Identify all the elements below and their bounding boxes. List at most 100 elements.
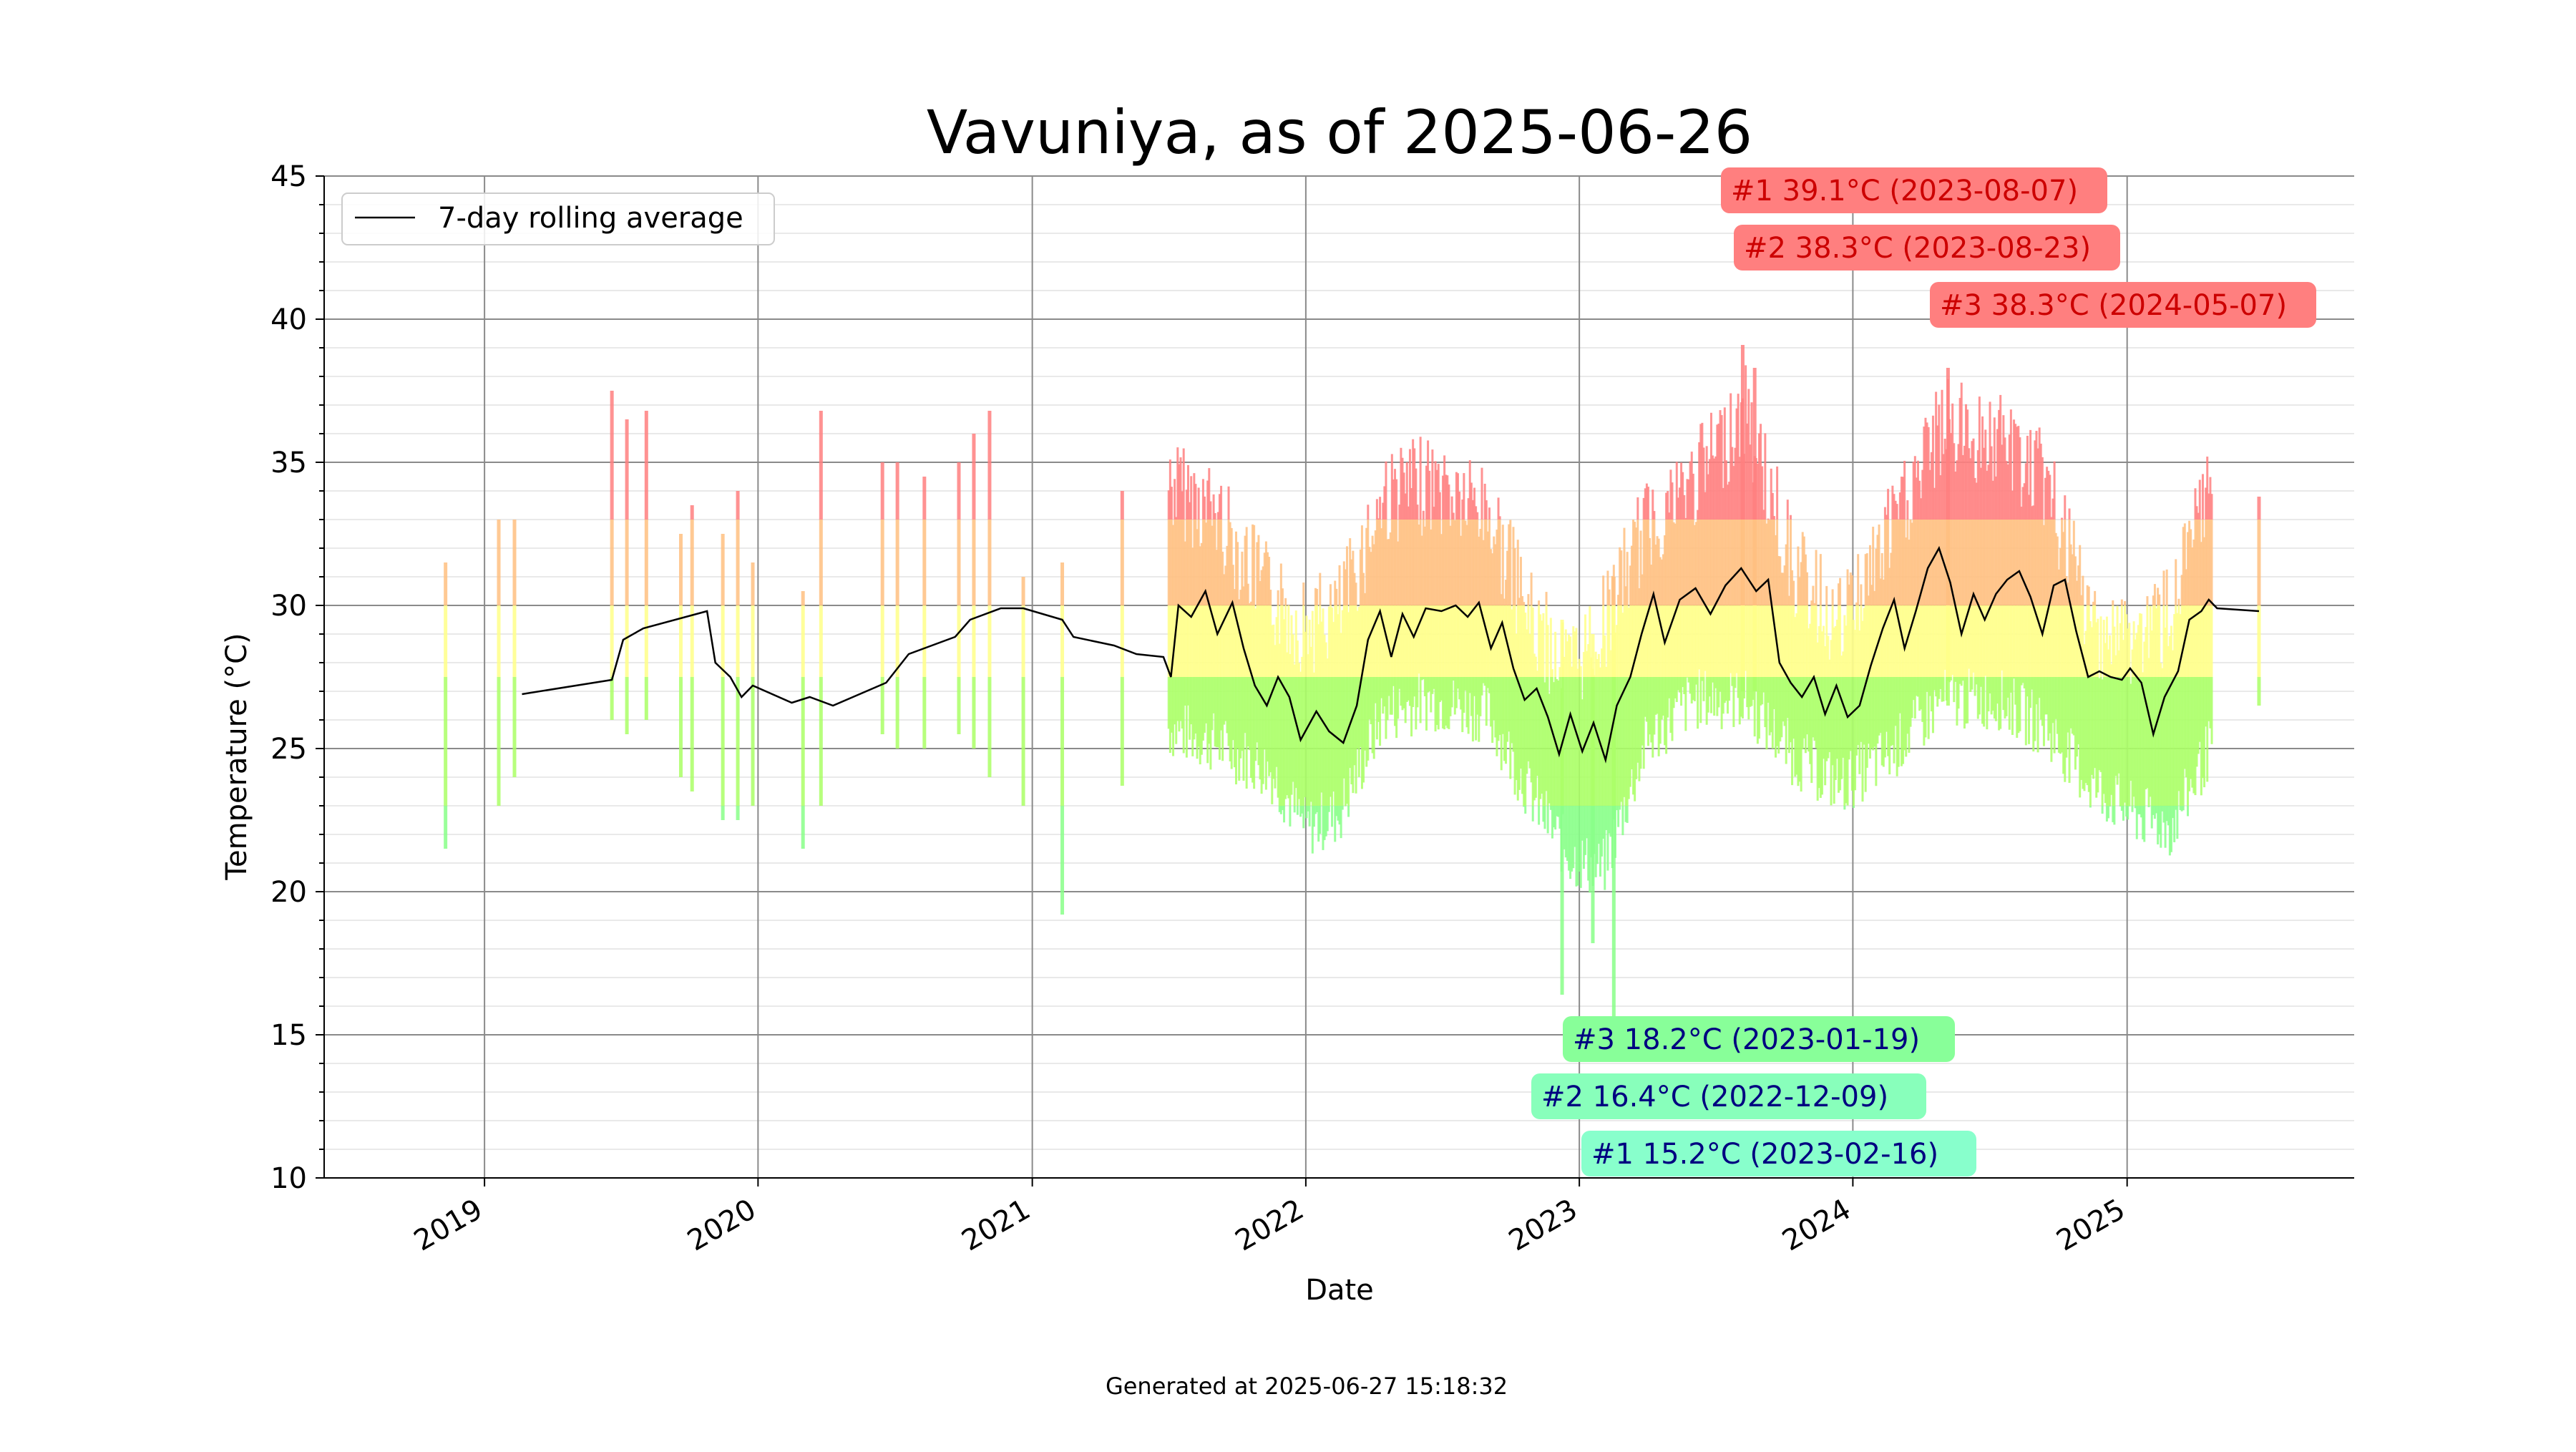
daily-range-bar (1734, 677, 1736, 688)
daily-range-bar (1319, 806, 1321, 834)
chart-title: Vavuniya, as of 2025-06-26 (927, 97, 1752, 167)
daily-range-bar (1476, 512, 1478, 520)
daily-range-bar (2182, 806, 2185, 810)
daily-range-bar (1312, 611, 1314, 677)
daily-range-bar (1776, 467, 1778, 520)
daily-range-bar (1741, 520, 1745, 605)
daily-range-bar (610, 391, 614, 520)
daily-range-bar (625, 419, 629, 520)
daily-range-bar (972, 605, 975, 677)
y-axis-label: Temperature (°C) (220, 633, 253, 880)
daily-range-bar (1319, 573, 1321, 605)
daily-range-bar (1458, 492, 1460, 520)
daily-range-bar (819, 677, 823, 806)
daily-range-bar (1887, 489, 1889, 520)
daily-range-bar (2041, 457, 2044, 520)
daily-range-bar (513, 677, 517, 777)
daily-range-bar (1697, 677, 1699, 729)
daily-range-bar (987, 411, 991, 520)
daily-range-bar (2094, 591, 2096, 605)
min-temperature-annotation: #1 15.2°C (2023-02-16) (1581, 1131, 1976, 1176)
daily-range-bar (957, 520, 961, 605)
daily-range-bar (2187, 806, 2189, 816)
daily-range-bar (1171, 487, 1173, 520)
x-tick-label: 2023 (1503, 1193, 1583, 1258)
daily-range-bar (1198, 487, 1200, 520)
daily-range-bar (2176, 806, 2178, 839)
daily-range-bar (1906, 500, 1908, 520)
daily-range-bar (1367, 505, 1369, 520)
daily-range-bar (625, 677, 629, 734)
daily-range-bar (801, 806, 805, 849)
daily-range-bar (1335, 589, 1337, 605)
daily-range-bar (881, 605, 884, 677)
annotation-text: #3 38.3°C (2024-05-07) (1940, 289, 2287, 322)
daily-range-bar (1253, 525, 1255, 605)
daily-range-bar (2097, 619, 2099, 677)
daily-range-bar (1194, 484, 1196, 520)
daily-range-bar (1728, 677, 1730, 701)
daily-range-bar (1832, 589, 1834, 605)
daily-range-bar (1753, 520, 1757, 605)
daily-range-bar (625, 520, 629, 605)
daily-range-bar (922, 677, 926, 749)
daily-range-bar (1204, 497, 1206, 520)
daily-range-bar (1022, 605, 1025, 677)
daily-range-bar (444, 562, 447, 605)
daily-range-bar (1612, 806, 1616, 1029)
daily-range-bar (1423, 511, 1425, 520)
daily-range-bar (2148, 806, 2150, 807)
daily-range-bar (645, 605, 648, 677)
daily-range-bar (625, 605, 629, 677)
daily-range-bar (1531, 572, 1533, 605)
daily-range-bar (1839, 578, 1841, 605)
daily-range-bar (1699, 677, 1702, 723)
daily-range-bar (736, 520, 740, 605)
daily-range-bar (2257, 520, 2260, 605)
daily-range-bar (1269, 590, 1272, 605)
daily-range-bar (1328, 806, 1330, 812)
daily-range-bar (1302, 806, 1304, 828)
daily-range-bar (1946, 520, 1950, 605)
daily-range-bar (1612, 605, 1616, 677)
daily-range-bar (881, 462, 884, 520)
daily-range-bar (1420, 677, 1422, 723)
daily-range-bar (1812, 586, 1814, 605)
daily-range-bar (2124, 601, 2126, 605)
daily-range-bar (1379, 497, 1381, 520)
daily-range-bar (645, 411, 648, 520)
daily-range-bar (1289, 806, 1291, 827)
daily-range-bar (1820, 554, 1822, 605)
daily-range-bar (1591, 677, 1594, 806)
daily-range-bar (2127, 806, 2129, 819)
daily-range-bar (2177, 599, 2180, 605)
y-tick-label: 25 (270, 733, 307, 766)
daily-range-bar (2173, 806, 2175, 842)
daily-range-bar (801, 605, 805, 677)
daily-range-bar (751, 605, 755, 677)
daily-range-bar (1546, 592, 1548, 605)
daily-range-bar (751, 562, 755, 605)
daily-range-bar (1376, 499, 1378, 520)
y-tick-label: 15 (270, 1019, 307, 1052)
daily-range-bar (1523, 602, 1525, 605)
daily-range-bar (1121, 491, 1124, 520)
daily-range-bar (957, 462, 961, 520)
daily-range-bar (2162, 570, 2165, 605)
y-tick-label: 30 (270, 590, 307, 623)
daily-range-bar (819, 411, 823, 520)
daily-range-bar (1621, 806, 1624, 835)
daily-range-bar (2122, 806, 2124, 821)
daily-range-bar (922, 605, 926, 677)
daily-range-bar (1060, 605, 1064, 677)
daily-range-bar (1609, 590, 1611, 605)
daily-range-bar (513, 605, 517, 677)
daily-range-bar (2121, 600, 2123, 605)
daily-range-bar (2109, 806, 2111, 807)
daily-range-bar (2202, 474, 2204, 520)
daily-range-bar (1753, 368, 1757, 520)
daily-range-bar (1580, 666, 1582, 677)
daily-range-bar (1653, 511, 1655, 520)
daily-range-bar (972, 434, 975, 520)
daily-range-bar (957, 677, 961, 734)
